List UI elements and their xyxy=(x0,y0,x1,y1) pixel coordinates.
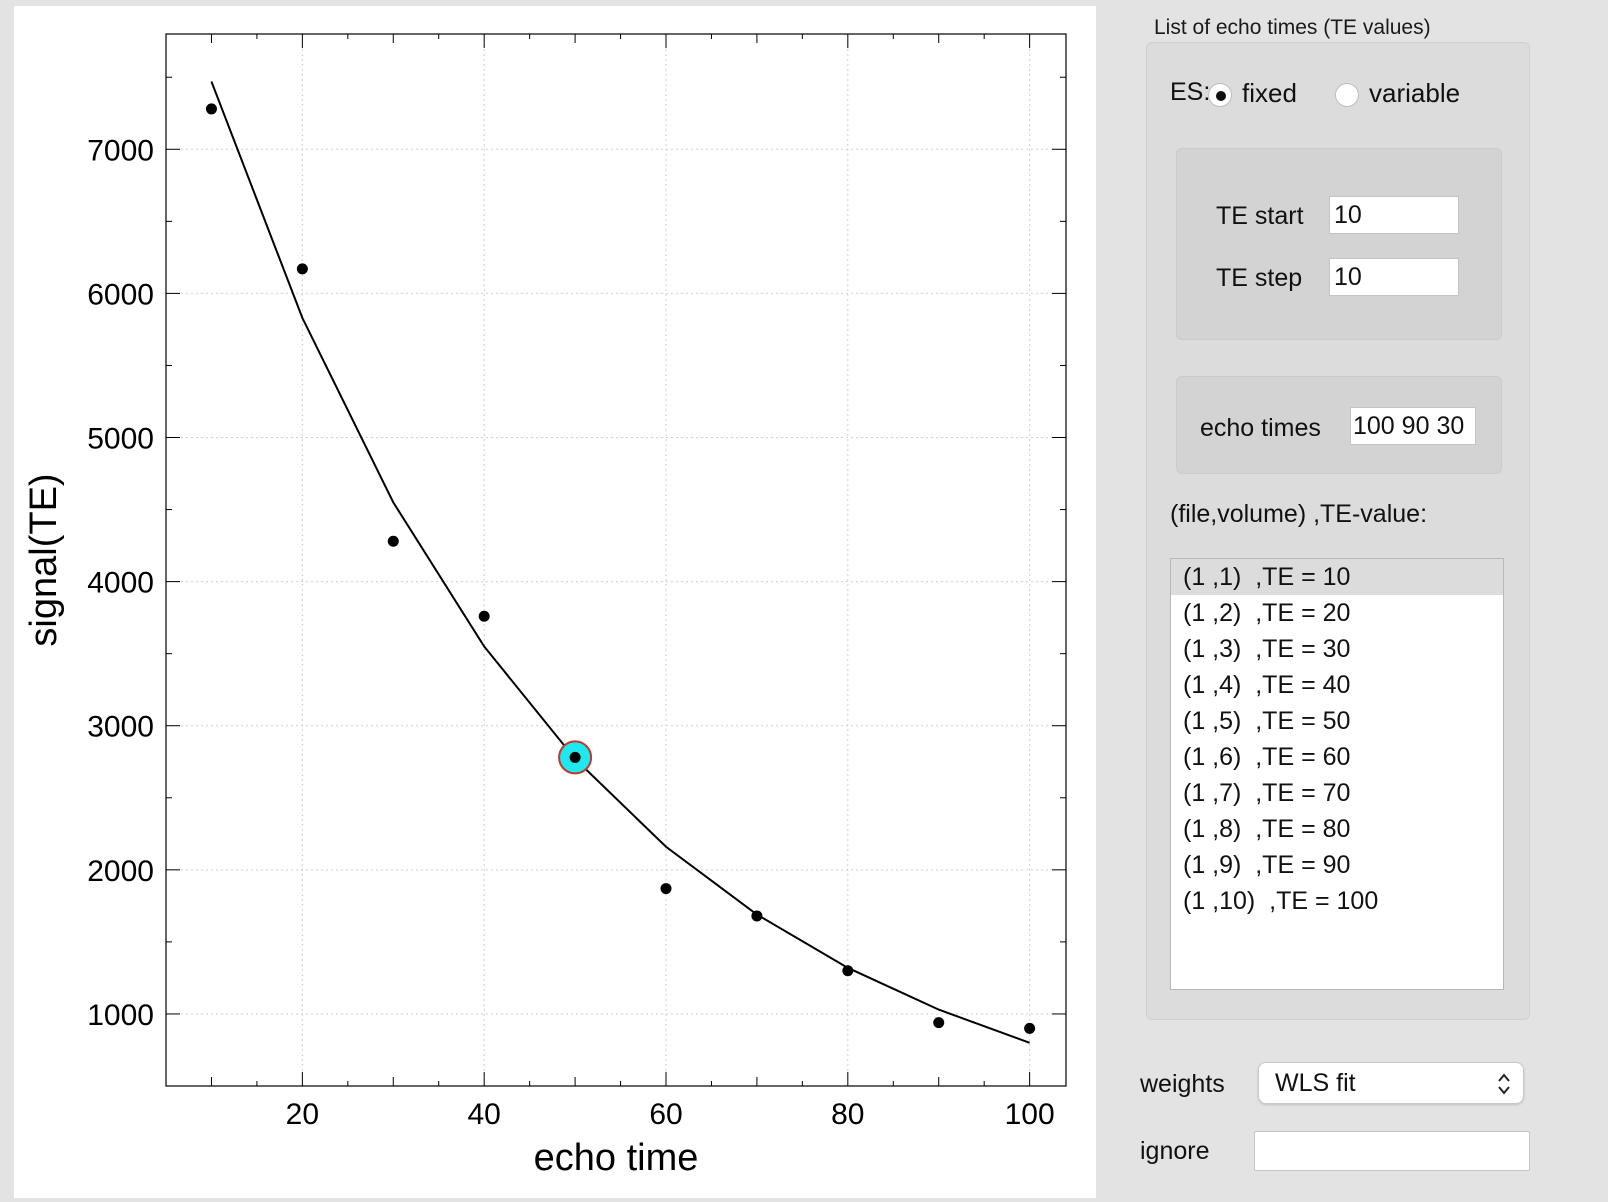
weights-select[interactable]: WLS fit xyxy=(1258,1062,1524,1104)
ignore-input[interactable] xyxy=(1254,1131,1530,1171)
te-start-input[interactable] xyxy=(1329,196,1459,234)
te-list-item[interactable]: (1 ,3) ,TE = 30 xyxy=(1183,635,1351,663)
es-fixed-radio[interactable] xyxy=(1208,83,1232,107)
data-point[interactable] xyxy=(751,910,763,922)
te-range-box xyxy=(1176,148,1502,340)
te-list-item[interactable]: (1 ,7) ,TE = 70 xyxy=(1183,779,1351,807)
te-list-item[interactable]: (1 ,1) ,TE = 10 xyxy=(1171,559,1503,595)
te-value-list[interactable]: (1 ,1) ,TE = 10 (1 ,2) ,TE = 20 (1 ,3) ,TE… xyxy=(1170,558,1504,990)
fit-curve xyxy=(210,81,1030,1044)
x-tick-label: 60 xyxy=(649,1098,682,1131)
te-list-item[interactable]: (1 ,6) ,TE = 60 xyxy=(1183,743,1351,771)
y-tick-label: 1000 xyxy=(87,999,154,1032)
weights-value: WLS fit xyxy=(1275,1069,1356,1097)
x-tick-label: 20 xyxy=(286,1098,319,1131)
data-point[interactable] xyxy=(205,103,217,115)
te-list-item[interactable]: (1 ,2) ,TE = 20 xyxy=(1183,599,1351,627)
group-title: List of echo times (TE values) xyxy=(1154,16,1431,39)
ignore-label: ignore xyxy=(1140,1137,1210,1165)
te-start-label: TE start xyxy=(1216,202,1304,230)
data-point[interactable] xyxy=(296,263,308,275)
data-point[interactable] xyxy=(660,883,672,895)
echo-times-label: echo times xyxy=(1200,414,1321,442)
es-label: ES: xyxy=(1170,78,1211,106)
plot-frame xyxy=(165,33,1067,1087)
x-axis-label: echo time xyxy=(534,1137,699,1179)
data-point[interactable] xyxy=(1024,1022,1036,1034)
signal-decay-chart[interactable]: 20 40 60 80 100 1000 2000 3000 4000 5000 6000 7000 e… xyxy=(14,6,1096,1198)
te-list-item[interactable]: (1 ,5) ,TE = 50 xyxy=(1183,707,1351,735)
y-tick-label: 2000 xyxy=(87,855,154,888)
echo-times-panel: List of echo times (TE values) ES: fixed… xyxy=(1096,0,1608,1202)
es-variable-label[interactable]: variable xyxy=(1369,78,1461,108)
weights-label: weights xyxy=(1140,1070,1225,1098)
y-tick-label: 6000 xyxy=(87,278,154,311)
x-tick-label: 40 xyxy=(467,1098,500,1131)
y-tick-label: 3000 xyxy=(87,711,154,744)
select-chevrons-icon xyxy=(1498,1073,1510,1095)
data-point[interactable] xyxy=(387,535,399,547)
te-list-item[interactable]: (1 ,4) ,TE = 40 xyxy=(1183,671,1351,699)
y-tick-label: 4000 xyxy=(87,567,154,600)
te-list-item[interactable]: (1 ,9) ,TE = 90 xyxy=(1183,851,1351,879)
echo-times-input[interactable]: 30 90 100 xyxy=(1350,407,1476,445)
te-step-label: TE step xyxy=(1216,264,1303,292)
es-variable-radio[interactable] xyxy=(1335,83,1359,107)
te-list-caption: (file,volume) ,TE-value: xyxy=(1170,500,1428,528)
x-tick-label: 100 xyxy=(1005,1098,1055,1131)
data-point[interactable] xyxy=(569,751,581,763)
te-list-item[interactable]: (1 ,8) ,TE = 80 xyxy=(1183,815,1351,843)
x-tick-label: 80 xyxy=(831,1098,864,1131)
y-axis-label: signal(TE) xyxy=(23,473,65,646)
data-point[interactable] xyxy=(842,965,854,977)
y-tick-label: 7000 xyxy=(87,134,154,167)
data-point[interactable] xyxy=(478,610,490,622)
te-list-item[interactable]: (1 ,10) ,TE = 100 xyxy=(1183,887,1379,915)
plot-panel: 20 40 60 80 100 1000 2000 3000 4000 5000 6000 7000 e… xyxy=(14,6,1096,1198)
te-step-input[interactable] xyxy=(1329,258,1459,296)
data-point[interactable] xyxy=(933,1017,945,1029)
es-fixed-label[interactable]: fixed xyxy=(1242,78,1297,108)
y-tick-label: 5000 xyxy=(87,423,154,456)
